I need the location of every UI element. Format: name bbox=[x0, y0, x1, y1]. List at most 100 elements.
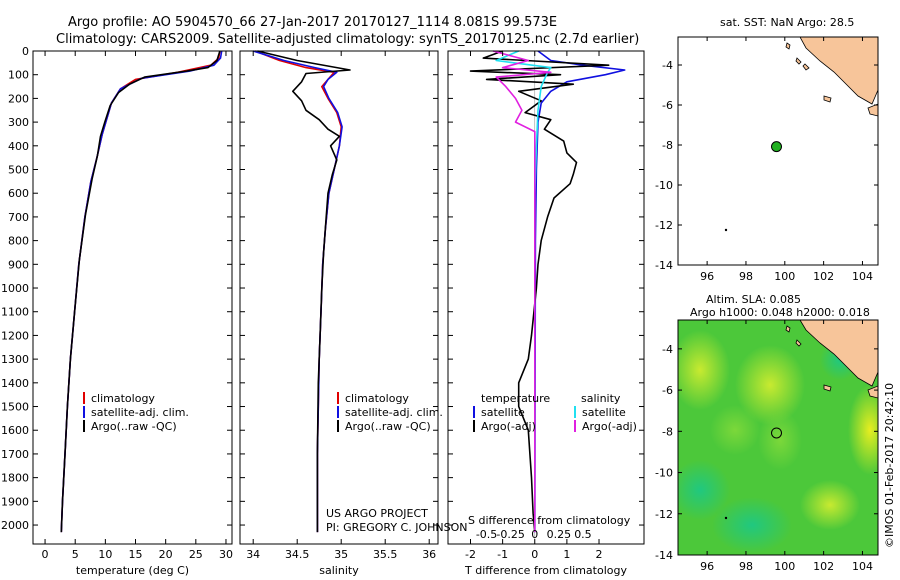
y-tick-label: 1600 bbox=[1, 424, 29, 437]
sla-anomaly bbox=[848, 385, 878, 475]
legend-label-t-argo: Argo(-adj) bbox=[481, 420, 536, 433]
y-tick-label: 300 bbox=[8, 116, 29, 129]
y-tick-label: 500 bbox=[8, 164, 29, 177]
map-y-tick-label: -10 bbox=[655, 467, 673, 480]
map-y-tick-label: -8 bbox=[662, 425, 673, 438]
x-tick-label: 35.5 bbox=[373, 548, 398, 561]
sst-map-land bbox=[724, 37, 878, 232]
x-tick-label: -1 bbox=[497, 548, 508, 561]
temperature-plot-area bbox=[33, 51, 232, 544]
salinity-panel: 34 34.5 35 35.5 36 salinity bbox=[239, 50, 439, 577]
sla-anomaly bbox=[735, 345, 805, 425]
land-java-tip bbox=[867, 385, 878, 399]
land-island bbox=[785, 325, 791, 333]
x-tick-label: 20 bbox=[159, 548, 173, 561]
y-tick-label: 100 bbox=[8, 69, 29, 82]
land-enggano bbox=[823, 95, 832, 103]
legend-label-satellite: satellite-adj. clim. bbox=[91, 406, 189, 419]
argo-position-marker bbox=[771, 141, 783, 153]
difference-frame bbox=[447, 50, 645, 545]
sst-map-frame bbox=[677, 36, 879, 266]
sst-map-axes: 96 98 100 102 104 -4 -6 -8 -10 -12 -14 bbox=[655, 37, 878, 283]
sla-map-frame bbox=[677, 319, 879, 556]
legend-label-argo: Argo(..raw -QC) bbox=[345, 420, 431, 433]
land-enggano bbox=[823, 384, 832, 392]
legend-label-s-argo: Argo(-adj) bbox=[582, 420, 637, 433]
map-x-tick-label: 98 bbox=[739, 270, 753, 283]
y-tick-label: 0 bbox=[22, 45, 29, 58]
s-tick-label: 0 bbox=[531, 528, 538, 541]
project-credit: US ARGO PROJECT bbox=[326, 507, 428, 520]
x-tick-label: 2 bbox=[596, 548, 603, 561]
series-line-argo bbox=[60, 50, 221, 533]
y-tick-label: 1300 bbox=[1, 353, 29, 366]
y-tick-label: 1100 bbox=[1, 306, 29, 319]
salinity-legend: climatology satellite-adj. clim. Argo(..… bbox=[337, 392, 443, 433]
salinity-plot-area bbox=[240, 51, 438, 544]
land-sumatra bbox=[799, 37, 878, 105]
sla-anomaly bbox=[678, 460, 730, 520]
legend-label-climatology: climatology bbox=[345, 392, 409, 405]
land-island bbox=[795, 339, 802, 347]
series-line-argo bbox=[257, 50, 351, 533]
legend-label-t-satellite: satellite bbox=[481, 406, 525, 419]
x-tick-label: 15 bbox=[129, 548, 143, 561]
y-tick-label: 1900 bbox=[1, 495, 29, 508]
legend-label-satellite: satellite-adj. clim. bbox=[345, 406, 443, 419]
map-y-tick-label: -10 bbox=[655, 179, 673, 192]
map-y-tick-label: -4 bbox=[662, 343, 673, 356]
y-tick-label: 1000 bbox=[1, 282, 29, 295]
land-island bbox=[785, 42, 791, 50]
land-sumatra bbox=[799, 319, 878, 387]
temperature-x-axis-label: temperature (deg C) bbox=[76, 564, 189, 577]
figure-title-line2: Climatology: CARS2009. Satellite-adjuste… bbox=[56, 32, 639, 47]
y-tick-label: 900 bbox=[8, 258, 29, 271]
difference-x-axis-label: T difference from climatology bbox=[464, 564, 627, 577]
x-tick-label: -2 bbox=[465, 548, 476, 561]
legend-label-climatology: climatology bbox=[91, 392, 155, 405]
s-tick-label: 0.25 bbox=[547, 528, 572, 541]
argo-position-marker bbox=[771, 427, 783, 439]
imos-timestamp: ©IMOS 01-Feb-2017 20:42:10 bbox=[883, 383, 896, 548]
y-tick-label: 700 bbox=[8, 211, 29, 224]
legend-title-temperature: temperature bbox=[481, 392, 550, 405]
y-tick-label: 200 bbox=[8, 92, 29, 105]
s-tick-label: -0.5 bbox=[476, 528, 497, 541]
x-tick-label: 34 bbox=[246, 548, 260, 561]
y-tick-label: 800 bbox=[8, 235, 29, 248]
x-tick-label: 30 bbox=[219, 548, 233, 561]
map-y-tick-label: -14 bbox=[655, 259, 673, 272]
map-x-tick-label: 98 bbox=[739, 560, 753, 573]
land-island bbox=[795, 57, 802, 65]
sla-anomaly bbox=[678, 330, 730, 410]
sla-map-axes: 96 98 100 102 104 -4 -6 -8 -10 -12 -14 bbox=[655, 320, 878, 573]
x-tick-label: 36 bbox=[422, 548, 436, 561]
difference-plot-area bbox=[448, 51, 644, 544]
x-tick-label: 35 bbox=[334, 548, 348, 561]
x-tick-label: 0 bbox=[531, 548, 538, 561]
map-y-tick-label: -4 bbox=[662, 59, 673, 72]
land-island bbox=[802, 63, 810, 71]
land-christmas-island bbox=[724, 516, 728, 520]
land-christmas-island bbox=[724, 228, 728, 232]
x-tick-label: 34.5 bbox=[285, 548, 310, 561]
sla-anomaly bbox=[800, 480, 860, 530]
salinity-x-axis-label: salinity bbox=[319, 564, 359, 577]
sla-map-panel: 96 98 100 102 104 -4 -6 -8 -10 -12 -14 bbox=[655, 319, 879, 573]
sla-anomaly bbox=[758, 410, 802, 470]
y-tick-label: 2000 bbox=[1, 519, 29, 532]
x-tick-label: 25 bbox=[189, 548, 203, 561]
difference-legend: temperature satellite Argo(-adj) salinit… bbox=[473, 392, 637, 433]
series-line-s-argo-adj bbox=[492, 50, 552, 533]
map-y-tick-label: -14 bbox=[655, 549, 673, 562]
difference-top-axis-label: S difference from climatology bbox=[468, 514, 631, 527]
map-y-tick-label: -6 bbox=[662, 99, 673, 112]
map-y-tick-label: -12 bbox=[655, 508, 673, 521]
figure-title-line1: Argo profile: AO 5904570_66 27-Jan-2017 … bbox=[68, 15, 557, 30]
sla-map-title-line2: Argo h1000: 0.048 h2000: 0.018 bbox=[690, 306, 870, 319]
pi-credit: PI: GREGORY C. JOHNSON bbox=[326, 521, 467, 534]
map-x-tick-label: 102 bbox=[813, 560, 834, 573]
map-x-tick-label: 96 bbox=[700, 560, 714, 573]
sla-map-title-line1: Altim. SLA: 0.085 bbox=[706, 293, 801, 306]
